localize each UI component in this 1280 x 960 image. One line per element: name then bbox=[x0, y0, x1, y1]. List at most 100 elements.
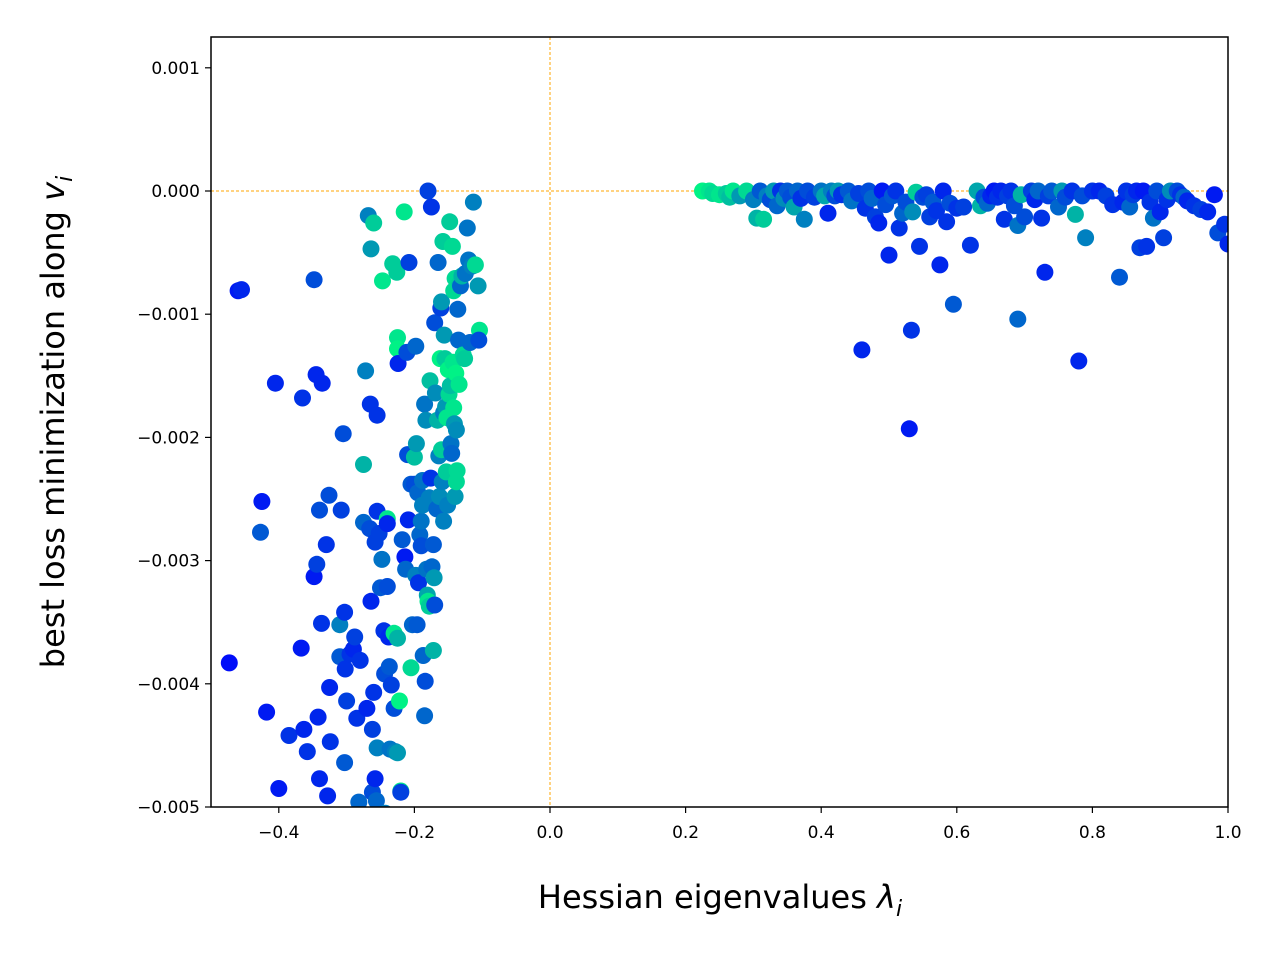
data-point bbox=[416, 672, 434, 690]
data-point bbox=[373, 550, 391, 568]
data-point bbox=[1199, 203, 1217, 221]
data-point bbox=[308, 555, 326, 573]
data-point bbox=[309, 708, 327, 726]
data-point bbox=[336, 603, 354, 621]
data-point bbox=[424, 642, 442, 659]
x-tick-label: −0.2 bbox=[394, 823, 435, 843]
data-point bbox=[904, 203, 922, 221]
x-tick-label: 0.4 bbox=[808, 823, 835, 843]
data-point bbox=[928, 202, 945, 220]
data-point bbox=[393, 531, 411, 549]
x-tick-label: 0.2 bbox=[672, 823, 699, 843]
data-point bbox=[407, 435, 425, 453]
x-axis-title: Hessian eigenvalues λi bbox=[538, 878, 902, 922]
data-point bbox=[416, 395, 434, 413]
data-point bbox=[450, 375, 468, 393]
data-point bbox=[292, 639, 310, 657]
data-point bbox=[266, 374, 284, 392]
data-point bbox=[380, 658, 398, 676]
data-point bbox=[407, 337, 425, 355]
data-point bbox=[270, 780, 288, 797]
data-point bbox=[422, 198, 440, 216]
plot-frame bbox=[210, 36, 1229, 808]
data-point bbox=[441, 213, 459, 231]
data-point bbox=[435, 326, 453, 344]
data-point bbox=[378, 578, 396, 595]
y-tick-label: −0.002 bbox=[137, 428, 200, 448]
data-point bbox=[1033, 209, 1051, 227]
data-point bbox=[890, 219, 908, 237]
data-point bbox=[470, 331, 488, 349]
data-point bbox=[995, 210, 1013, 228]
data-point bbox=[1070, 352, 1088, 370]
y-axis-ticks: 0.001 0.000 −0.001 −0.002 −0.003 −0.004 −0.005 bbox=[137, 59, 211, 818]
data-point bbox=[399, 511, 417, 529]
data-point bbox=[388, 263, 406, 281]
data-point bbox=[448, 462, 466, 480]
y-axis-title: best loss minimization along vi bbox=[34, 176, 78, 668]
data-point bbox=[368, 739, 386, 757]
data-point bbox=[334, 425, 352, 443]
data-point bbox=[819, 204, 837, 222]
data-point bbox=[1016, 208, 1034, 226]
data-point bbox=[755, 210, 773, 228]
data-point bbox=[346, 628, 364, 646]
data-point bbox=[1138, 237, 1156, 255]
data-point bbox=[357, 362, 375, 380]
data-point bbox=[447, 421, 465, 439]
x-tick-label: −0.4 bbox=[258, 823, 299, 843]
data-point bbox=[374, 272, 391, 290]
data-point bbox=[449, 300, 467, 318]
data-point bbox=[366, 770, 384, 788]
data-point bbox=[382, 676, 400, 694]
data-point bbox=[911, 237, 928, 255]
data-point bbox=[944, 295, 962, 313]
data-point bbox=[419, 182, 437, 200]
data-point bbox=[1205, 186, 1223, 204]
data-point bbox=[351, 651, 369, 669]
data-point bbox=[368, 406, 386, 424]
data-point bbox=[395, 203, 413, 221]
data-point bbox=[426, 596, 444, 614]
data-point bbox=[443, 237, 461, 255]
data-point bbox=[294, 389, 311, 407]
data-point bbox=[902, 321, 920, 339]
data-point bbox=[367, 792, 385, 807]
data-point bbox=[365, 214, 383, 232]
data-point bbox=[332, 501, 350, 519]
data-point bbox=[887, 182, 905, 200]
data-point bbox=[429, 254, 447, 271]
data-point bbox=[938, 213, 956, 231]
data-point bbox=[311, 770, 328, 788]
data-point bbox=[880, 246, 898, 264]
data-point bbox=[358, 699, 376, 717]
data-point bbox=[900, 420, 918, 438]
data-point bbox=[338, 692, 356, 710]
data-point bbox=[402, 659, 420, 677]
data-point bbox=[313, 614, 330, 632]
data-point bbox=[1036, 263, 1054, 281]
data-point bbox=[258, 703, 276, 721]
data-point bbox=[362, 240, 380, 258]
data-points bbox=[220, 182, 1228, 807]
data-point bbox=[365, 683, 383, 701]
data-point bbox=[295, 720, 313, 738]
data-point bbox=[400, 254, 418, 271]
data-point bbox=[336, 754, 354, 772]
data-point bbox=[955, 198, 973, 216]
x-tick-label: 0.8 bbox=[1079, 823, 1106, 843]
y-tick-label: 0.000 bbox=[151, 182, 200, 202]
data-point bbox=[408, 616, 426, 634]
data-point bbox=[466, 256, 484, 274]
data-point bbox=[280, 727, 298, 744]
data-point bbox=[1219, 235, 1228, 253]
data-point bbox=[396, 548, 414, 566]
data-point bbox=[410, 574, 427, 592]
data-point bbox=[321, 733, 339, 751]
data-point bbox=[931, 256, 949, 274]
data-point bbox=[391, 692, 408, 710]
x-tick-label: 0.6 bbox=[943, 823, 970, 843]
data-point bbox=[378, 515, 396, 533]
y-tick-label: −0.003 bbox=[137, 552, 200, 572]
